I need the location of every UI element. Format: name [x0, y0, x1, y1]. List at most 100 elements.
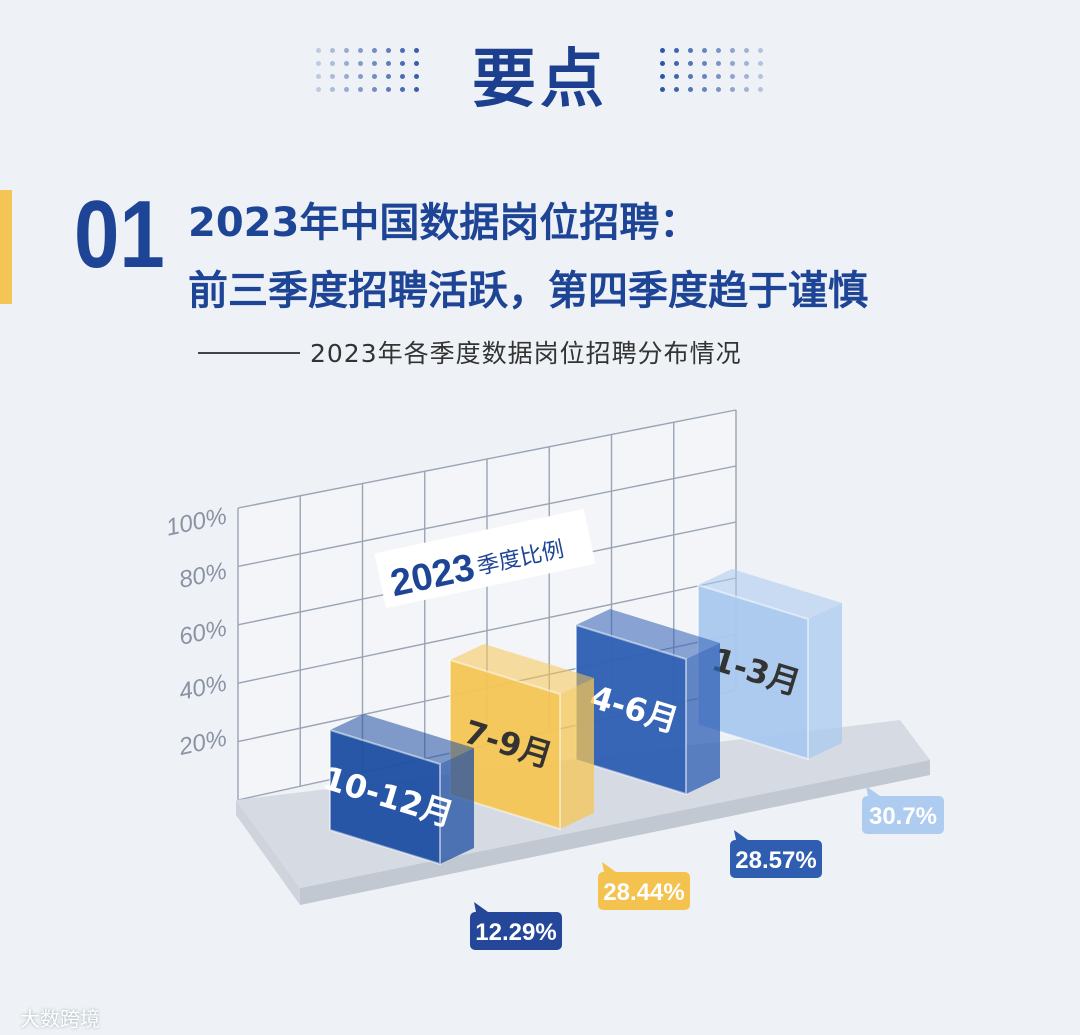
decor-dot [744, 61, 749, 66]
y-tick-label: 40% [177, 669, 230, 705]
decor-dot [414, 48, 419, 53]
decor-dot [330, 87, 335, 92]
floor-side [236, 800, 300, 905]
decor-dot [358, 74, 363, 79]
subtitle-dash [198, 352, 300, 354]
bar-value-label: 12.29% [475, 919, 556, 946]
chart-subtitle: 2023年各季度数据岗位招聘分布情况 [310, 339, 742, 368]
decor-dot [730, 74, 735, 79]
decor-dot [758, 61, 763, 66]
decor-dot [372, 61, 377, 66]
bar-side [560, 678, 594, 829]
decor-dot [716, 61, 721, 66]
badge-bg [730, 840, 822, 878]
decor-dot [358, 61, 363, 66]
decor-dot [758, 74, 763, 79]
y-tick-label: 60% [177, 614, 230, 650]
decor-dot [372, 87, 377, 92]
accent-bar [0, 190, 12, 304]
bar-top [450, 644, 594, 694]
decor-dot [674, 74, 679, 79]
bar-value-label: 30.7% [869, 803, 937, 830]
bar-side [440, 748, 474, 864]
bar-10-12月: 10-12月 [318, 714, 474, 866]
badge-pointer [866, 786, 880, 796]
decor-dot [400, 74, 405, 79]
decor-dot [400, 61, 405, 66]
decor-dot [386, 48, 391, 53]
value-badge: 12.29% [470, 902, 562, 950]
decor-dot [744, 48, 749, 53]
badge-pointer [474, 902, 488, 912]
badge-pointer [602, 862, 616, 872]
decor-dot [330, 74, 335, 79]
decor-dot [400, 48, 405, 53]
decor-dot [386, 87, 391, 92]
bar-top [576, 609, 720, 659]
decor-dot [744, 87, 749, 92]
decor-dot [730, 48, 735, 53]
bar-4-6月: 4-6月 [575, 609, 720, 796]
section-title: 要点 [472, 43, 608, 117]
decor-dot [344, 48, 349, 53]
grid-hline [237, 465, 737, 568]
bar-value-label: 28.44% [603, 879, 684, 906]
floor-front [300, 760, 930, 905]
headline-line-2: 前三季度招聘活跃，第四季度趋于谨慎 [188, 268, 868, 314]
decor-dot [744, 74, 749, 79]
decor-dot [674, 87, 679, 92]
decor-dot [330, 61, 335, 66]
decor-dot [372, 74, 377, 79]
decor-dot [414, 61, 419, 66]
y-tick-label: 20% [176, 724, 230, 761]
decor-dot [702, 87, 707, 92]
value-badge: 28.57% [730, 830, 822, 878]
decor-dot [730, 87, 735, 92]
decor-dot [702, 48, 707, 53]
decor-dot [660, 61, 665, 66]
decor-dot [344, 61, 349, 66]
badge-bg [598, 872, 690, 910]
decor-dot [702, 61, 707, 66]
decor-dot [316, 61, 321, 66]
decor-dot [660, 74, 665, 79]
decor-dot [758, 48, 763, 53]
grid-hline [237, 577, 737, 684]
decor-dot [758, 87, 763, 92]
decor-dot [358, 48, 363, 53]
item-number: 01 [74, 181, 165, 288]
decor-dot [660, 87, 665, 92]
decor-dot [316, 87, 321, 92]
decor-dot [414, 87, 419, 92]
value-badge: 30.7% [862, 786, 944, 834]
y-tick-label: 100% [164, 502, 230, 541]
decor-dot [688, 87, 693, 92]
decor-dot [716, 74, 721, 79]
decor-dot [688, 48, 693, 53]
decor-dot [386, 61, 391, 66]
badge-pointer [734, 830, 748, 840]
y-tick-label: 80% [177, 557, 230, 593]
badge-bg [862, 796, 944, 834]
bar-side [808, 603, 842, 759]
decor-dots-left [316, 48, 426, 94]
watermark: 大数跨境 [20, 1007, 100, 1031]
decor-dot [316, 48, 321, 53]
decor-dot [674, 48, 679, 53]
decor-dot [716, 87, 721, 92]
bar-front [329, 728, 441, 866]
decor-dot [688, 74, 693, 79]
decor-dot [716, 48, 721, 53]
decor-dot [702, 74, 707, 79]
value-badge: 28.44% [598, 862, 690, 910]
decor-dot [400, 87, 405, 92]
grid-hline [237, 409, 737, 509]
decor-dot [344, 87, 349, 92]
decor-dot [358, 87, 363, 92]
decor-dots-right [660, 48, 770, 94]
bar-value-label: 28.57% [735, 847, 816, 874]
bar-side [686, 643, 720, 794]
bar-7-9月: 7-9月 [449, 644, 594, 831]
chart-title-bg [374, 508, 596, 609]
